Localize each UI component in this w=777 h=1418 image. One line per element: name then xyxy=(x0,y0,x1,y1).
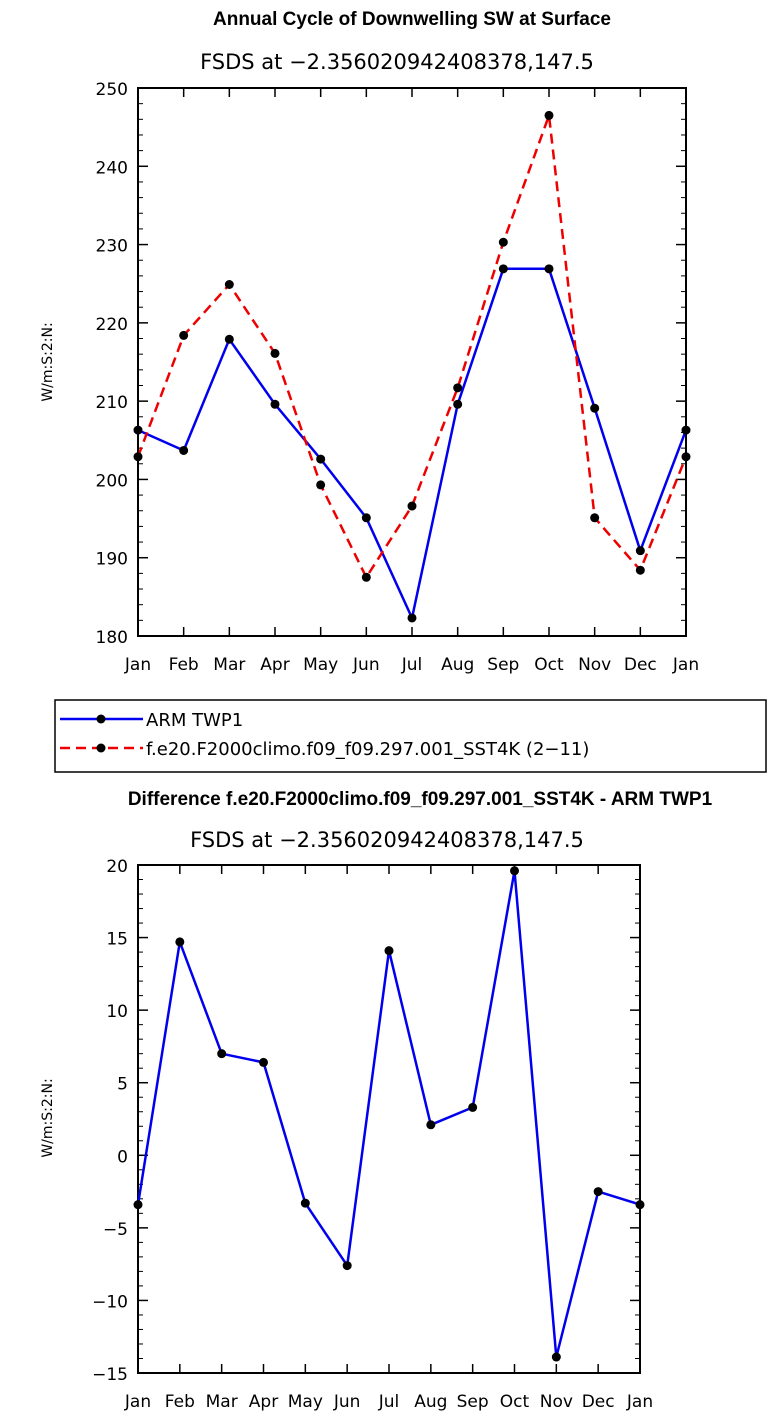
chart1-x-tick-label: Jul xyxy=(401,655,423,675)
chart1-x-tick-label: Jan xyxy=(672,655,699,675)
chart1-y-tick-label: 250 xyxy=(96,80,128,100)
chart1-x-tick-label: Sep xyxy=(487,655,519,675)
chart1-x-tick-label: Feb xyxy=(169,655,199,675)
chart2-x-tick-label: Mar xyxy=(206,1392,238,1412)
chart2-data-point xyxy=(510,866,519,876)
chart2-y-axis-label: W/m:S:2:N: xyxy=(40,1078,56,1157)
chart2-data-point xyxy=(217,1049,227,1059)
chart1-data-point xyxy=(179,445,189,455)
chart1-data-point xyxy=(498,264,508,274)
chart1-data-point xyxy=(407,613,417,623)
chart1-y-tick-label: 200 xyxy=(96,471,128,491)
chart1-data-point xyxy=(179,330,189,340)
chart1-x-tick-label: Oct xyxy=(534,655,564,675)
chart1-x-tick-label: Aug xyxy=(441,655,474,675)
chart1-x-tick-label: May xyxy=(303,655,338,675)
chart2-y-tick-label: −10 xyxy=(92,1292,128,1312)
chart1-series-line-obs xyxy=(137,267,688,620)
chart2-data-point xyxy=(593,1187,603,1197)
chart1-data-point xyxy=(224,279,234,289)
chart2-data-point xyxy=(175,937,185,947)
chart1-data-point xyxy=(316,480,326,490)
chart2-data-point xyxy=(384,946,394,956)
chart2-y-tick-label: −15 xyxy=(92,1365,128,1385)
chart1-y-tick-label: 240 xyxy=(96,158,128,178)
chart2-x-tick-label: Jan xyxy=(124,1392,151,1412)
chart2-data-point xyxy=(635,1200,645,1210)
chart1-data-point xyxy=(498,237,508,247)
chart2-x-tick-label: Aug xyxy=(414,1392,447,1412)
chart1-legend: ARM TWP1 f.e20.F2000climo.f09_f09.297.00… xyxy=(54,699,767,773)
legend-obs-label: ARM TWP1 xyxy=(146,710,243,731)
chart2-x-tick-label: Dec xyxy=(582,1392,615,1412)
chart1-x-tick-label: Jun xyxy=(352,655,380,675)
legend-model-label: f.e20.F2000climo.f09_f09.297.001_SST4K (… xyxy=(146,739,589,760)
chart2-y-tick-label: 10 xyxy=(106,1002,128,1022)
chart2-y-tick-label: −5 xyxy=(103,1220,128,1240)
chart2-x-tick-label: May xyxy=(288,1392,323,1412)
chart2-x-tick-label: Oct xyxy=(500,1392,530,1412)
chart2-y-tick-label: 20 xyxy=(106,857,128,877)
chart1-data-point xyxy=(635,546,645,556)
chart1-y-tick-label: 230 xyxy=(96,237,128,257)
chart1-data-point xyxy=(133,425,143,435)
chart2-data-point xyxy=(551,1352,561,1362)
chart2-data-point xyxy=(259,1057,268,1067)
chart2-x-tick-label: Nov xyxy=(540,1392,573,1412)
chart1-y-tick-label: 180 xyxy=(96,628,128,648)
chart1-data-point xyxy=(635,565,645,575)
chart1-data-point xyxy=(133,452,143,462)
chart2-title: Difference f.e20.F2000climo.f09_f09.297.… xyxy=(128,789,713,810)
chart2-x-tick-label: Jul xyxy=(378,1392,400,1412)
chart1-x-tick-label: Mar xyxy=(213,655,245,675)
annual-cycle-chart: Annual Cycle of Downwelling SW at Surfac… xyxy=(40,9,699,675)
legend-model-marker xyxy=(96,743,106,753)
chart1-data-point xyxy=(681,452,691,462)
chart1-data-point xyxy=(590,513,600,523)
chart1-data-point xyxy=(270,348,280,358)
chart1-data-point xyxy=(361,572,371,582)
chart1-x-tick-label: Nov xyxy=(578,655,611,675)
chart1-data-point xyxy=(316,454,326,464)
chart2-series-line-obs xyxy=(136,869,641,1359)
chart1-data-point xyxy=(407,501,417,511)
chart1-data-point xyxy=(270,399,280,409)
chart1-subtitle: FSDS at −2.356020942408378,147.5 xyxy=(200,50,594,74)
chart2-data-point xyxy=(426,1120,436,1130)
chart1-data-point xyxy=(361,513,371,523)
chart2-y-tick-label: 0 xyxy=(117,1147,128,1167)
chart2-x-tick-label: Jan xyxy=(626,1392,653,1412)
chart2-x-tick-label: Jun xyxy=(333,1392,361,1412)
chart1-x-tick-label: Jan xyxy=(124,655,151,675)
chart2-x-tick-label: Feb xyxy=(165,1392,195,1412)
chart2-data-point xyxy=(468,1102,478,1112)
chart1-y-tick-label: 220 xyxy=(96,315,128,335)
chart2-y-tick-label: 5 xyxy=(117,1075,128,1095)
chart1-title: Annual Cycle of Downwelling SW at Surfac… xyxy=(213,9,611,30)
chart1-data-point xyxy=(224,334,234,344)
chart2-data-point xyxy=(300,1198,310,1208)
chart1-data-point xyxy=(544,110,554,120)
chart2-x-tick-label: Apr xyxy=(249,1392,278,1412)
chart1-data-point xyxy=(681,425,691,435)
chart1-y-axis-label: W/m:S:2:N: xyxy=(40,322,56,401)
chart2-data-point xyxy=(342,1261,352,1271)
chart1-data-point xyxy=(453,399,463,409)
chart2-plot-frame xyxy=(137,864,641,1374)
chart1-data-point xyxy=(544,264,554,274)
legend-frame xyxy=(54,699,767,773)
difference-chart: Difference f.e20.F2000climo.f09_f09.297.… xyxy=(40,789,713,1412)
chart1-y-tick-label: 210 xyxy=(96,393,128,413)
chart1-data-point xyxy=(590,403,600,413)
chart1-data-point xyxy=(453,383,463,393)
chart2-subtitle: FSDS at −2.356020942408378,147.5 xyxy=(190,828,584,852)
chart1-x-tick-label: Apr xyxy=(260,655,289,675)
chart2-x-tick-label: Sep xyxy=(457,1392,489,1412)
chart1-y-tick-label: 190 xyxy=(96,550,128,570)
chart1-x-tick-label: Dec xyxy=(624,655,657,675)
chart2-y-tick-label: 15 xyxy=(106,930,128,950)
chart2-data-point xyxy=(133,1200,143,1210)
legend-obs-marker xyxy=(96,714,106,724)
